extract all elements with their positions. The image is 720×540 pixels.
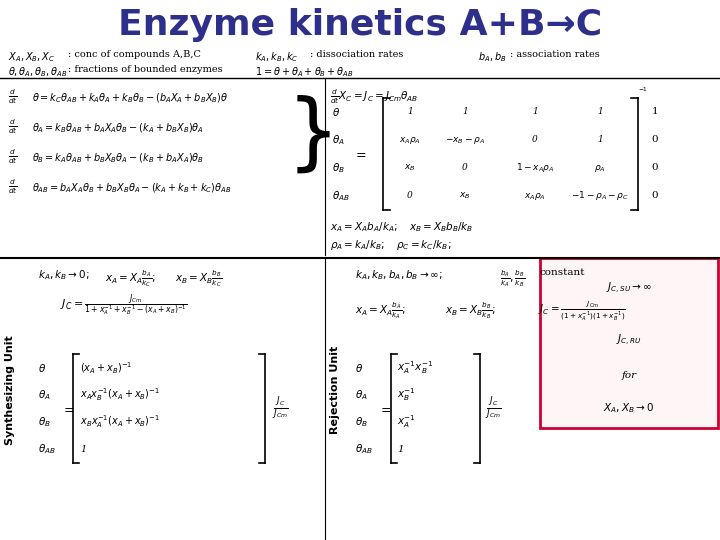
Text: $k_A, k_B \to 0;$: $k_A, k_B \to 0;$ — [38, 268, 89, 282]
Text: $\theta_B$: $\theta_B$ — [38, 415, 51, 429]
Text: $x_A = X_A\frac{b_A}{k_A};$: $x_A = X_A\frac{b_A}{k_A};$ — [355, 300, 406, 321]
Text: $=$: $=$ — [353, 147, 367, 160]
Text: $b_A, b_B$: $b_A, b_B$ — [478, 50, 507, 64]
Text: 0: 0 — [652, 164, 658, 172]
Text: $\}$: $\}$ — [286, 94, 330, 176]
Text: constant: constant — [540, 268, 585, 277]
Text: $J_{C,SU} \to \infty$: $J_{C,SU} \to \infty$ — [606, 280, 652, 295]
Text: $X_A, X_B, X_C$: $X_A, X_B, X_C$ — [8, 50, 55, 64]
Text: $\theta_{AB}$: $\theta_{AB}$ — [38, 442, 56, 456]
Text: 1: 1 — [597, 107, 603, 117]
Text: $\frac{d}{dt}$: $\frac{d}{dt}$ — [8, 148, 18, 166]
Text: 0: 0 — [652, 136, 658, 145]
Text: $x_A = X_A\frac{b_A}{k_C};$: $x_A = X_A\frac{b_A}{k_C};$ — [105, 268, 156, 289]
Text: $x_A^{-1}$: $x_A^{-1}$ — [397, 414, 416, 430]
Bar — [540, 258, 718, 428]
Text: for: for — [621, 370, 636, 380]
Text: $x_B$: $x_B$ — [404, 163, 415, 173]
Text: $X_A, X_B \to 0$: $X_A, X_B \to 0$ — [603, 401, 654, 415]
Text: $\theta_B$: $\theta_B$ — [355, 415, 368, 429]
Text: $\frac{d}{dt}$: $\frac{d}{dt}$ — [8, 88, 18, 106]
Text: $\theta$: $\theta$ — [332, 106, 340, 118]
Text: $\theta_{AB}$: $\theta_{AB}$ — [332, 189, 350, 203]
Text: $1 = \theta + \theta_A + \theta_B + \theta_{AB}$: $1 = \theta + \theta_A + \theta_B + \the… — [255, 65, 354, 79]
Text: $x_A = X_Ab_A/k_A;\quad x_B = X_Bb_B/k_B$: $x_A = X_Ab_A/k_A;\quad x_B = X_Bb_B/k_B… — [330, 220, 474, 234]
Text: $k_A, k_B, k_C$: $k_A, k_B, k_C$ — [255, 50, 299, 64]
Text: $k_A, k_B, b_A, b_B \to \infty;$: $k_A, k_B, b_A, b_B \to \infty;$ — [355, 268, 443, 282]
Text: 1: 1 — [407, 107, 413, 117]
Text: $x_Bx_A^{-1}(x_A+x_B)^{-1}$: $x_Bx_A^{-1}(x_A+x_B)^{-1}$ — [80, 414, 160, 430]
Text: 1: 1 — [397, 444, 404, 454]
Text: $1-x_A\rho_A$: $1-x_A\rho_A$ — [516, 161, 554, 174]
Text: $\theta$: $\theta$ — [355, 362, 363, 374]
Text: $\theta_A$: $\theta_A$ — [332, 133, 345, 147]
Text: $J_C = \frac{J_{Cm}}{1 + x_A^{-1} + x_B^{-1} - (x_A + x_B)^{-1}}$: $J_C = \frac{J_{Cm}}{1 + x_A^{-1} + x_B^… — [60, 293, 188, 319]
Text: Synthesizing Unit: Synthesizing Unit — [5, 335, 15, 445]
Text: $-1-\rho_A-\rho_C$: $-1-\rho_A-\rho_C$ — [571, 190, 629, 202]
Text: 1: 1 — [462, 107, 468, 117]
Text: $\theta_{AB}$: $\theta_{AB}$ — [355, 442, 373, 456]
Text: $=$: $=$ — [378, 402, 392, 415]
Text: $x_A\rho_A$: $x_A\rho_A$ — [524, 191, 546, 201]
Text: $\frac{d}{dt}$: $\frac{d}{dt}$ — [8, 178, 18, 197]
Text: $-x_B-\rho_A$: $-x_B-\rho_A$ — [445, 134, 485, 145]
Text: Enzyme kinetics A+B→C: Enzyme kinetics A+B→C — [118, 8, 602, 42]
Text: 0: 0 — [407, 192, 413, 200]
Text: $\frac{d}{dt}X_C = J_C = J_{Cm}\theta_{AB}$: $\frac{d}{dt}X_C = J_C = J_{Cm}\theta_{A… — [330, 88, 418, 106]
Text: : conc of compounds A,B,C: : conc of compounds A,B,C — [68, 50, 201, 59]
Text: $\theta_A$: $\theta_A$ — [38, 388, 51, 402]
Text: : association rates: : association rates — [510, 50, 600, 59]
Text: 1: 1 — [80, 444, 86, 454]
Text: Rejection Unit: Rejection Unit — [330, 346, 340, 434]
Text: $\frac{b_A}{k_A}, \frac{b_B}{k_B}$: $\frac{b_A}{k_A}, \frac{b_B}{k_B}$ — [500, 268, 525, 289]
Text: $\rho_A$: $\rho_A$ — [594, 163, 606, 173]
Text: $\theta = k_C\theta_{AB} + k_A\theta_A + k_B\theta_B - (b_AX_A + b_BX_B)\theta$: $\theta = k_C\theta_{AB} + k_A\theta_A +… — [32, 91, 228, 105]
Text: $x_B$: $x_B$ — [459, 191, 471, 201]
Text: 0: 0 — [532, 136, 538, 145]
Text: $x_Ax_B^{-1}(x_A+x_B)^{-1}$: $x_Ax_B^{-1}(x_A+x_B)^{-1}$ — [80, 387, 160, 403]
Text: $x_B^{-1}$: $x_B^{-1}$ — [397, 387, 416, 403]
Text: $\theta_{AB} = b_AX_A\theta_B + b_BX_B\theta_A - (k_A + k_B + k_C)\theta_{AB}$: $\theta_{AB} = b_AX_A\theta_B + b_BX_B\t… — [32, 181, 231, 194]
Text: $\theta_B$: $\theta_B$ — [332, 161, 345, 175]
Text: $\theta_B = k_A\theta_{AB} + b_BX_B\theta_A - (k_B + b_AX_A)\theta_B$: $\theta_B = k_A\theta_{AB} + b_BX_B\thet… — [32, 151, 204, 165]
Text: $x_A\rho_A$: $x_A\rho_A$ — [399, 134, 421, 145]
Text: 1: 1 — [652, 107, 658, 117]
Text: $\frac{J_C}{J_{Cm}}$: $\frac{J_C}{J_{Cm}}$ — [272, 395, 289, 421]
Text: $\theta_A = k_B\theta_{AB} + b_AX_A\theta_B - (k_A + b_BX_B)\theta_A$: $\theta_A = k_B\theta_{AB} + b_AX_A\thet… — [32, 121, 204, 134]
Text: $\theta_A$: $\theta_A$ — [355, 388, 368, 402]
Text: $\theta, \theta_A, \theta_B, \theta_{AB}$: $\theta, \theta_A, \theta_B, \theta_{AB}… — [8, 65, 68, 79]
Text: $^{-1}$: $^{-1}$ — [638, 87, 648, 96]
Text: $x_B = X_B\frac{b_B}{k_C}$: $x_B = X_B\frac{b_B}{k_C}$ — [175, 268, 222, 289]
Text: $(x_A+x_B)^{-1}$: $(x_A+x_B)^{-1}$ — [80, 360, 132, 376]
Text: $J_C = \frac{J_{Cm}}{(1+x_A^{-1})(1+x_B^{-1})}$: $J_C = \frac{J_{Cm}}{(1+x_A^{-1})(1+x_B^… — [538, 300, 626, 323]
Text: $\rho_A = k_A/k_B;\quad \rho_C = k_C/k_B;$: $\rho_A = k_A/k_B;\quad \rho_C = k_C/k_B… — [330, 238, 451, 252]
Text: 1: 1 — [597, 136, 603, 145]
Text: : fractions of bounded enzymes: : fractions of bounded enzymes — [68, 65, 222, 74]
Text: 0: 0 — [462, 164, 468, 172]
Text: $J_{C,RU}$: $J_{C,RU}$ — [616, 333, 642, 348]
Text: $=$: $=$ — [61, 402, 75, 415]
Text: $\frac{J_C}{J_{Cm}}$: $\frac{J_C}{J_{Cm}}$ — [485, 395, 502, 421]
Text: $\theta$: $\theta$ — [38, 362, 46, 374]
Text: : dissociation rates: : dissociation rates — [310, 50, 403, 59]
Text: 1: 1 — [532, 107, 538, 117]
Text: $x_B = X_B\frac{b_B}{k_B};$: $x_B = X_B\frac{b_B}{k_B};$ — [445, 300, 496, 321]
Text: $\frac{d}{dt}$: $\frac{d}{dt}$ — [8, 118, 18, 137]
Text: $x_A^{-1}x_B^{-1}$: $x_A^{-1}x_B^{-1}$ — [397, 360, 433, 376]
Text: 0: 0 — [652, 192, 658, 200]
